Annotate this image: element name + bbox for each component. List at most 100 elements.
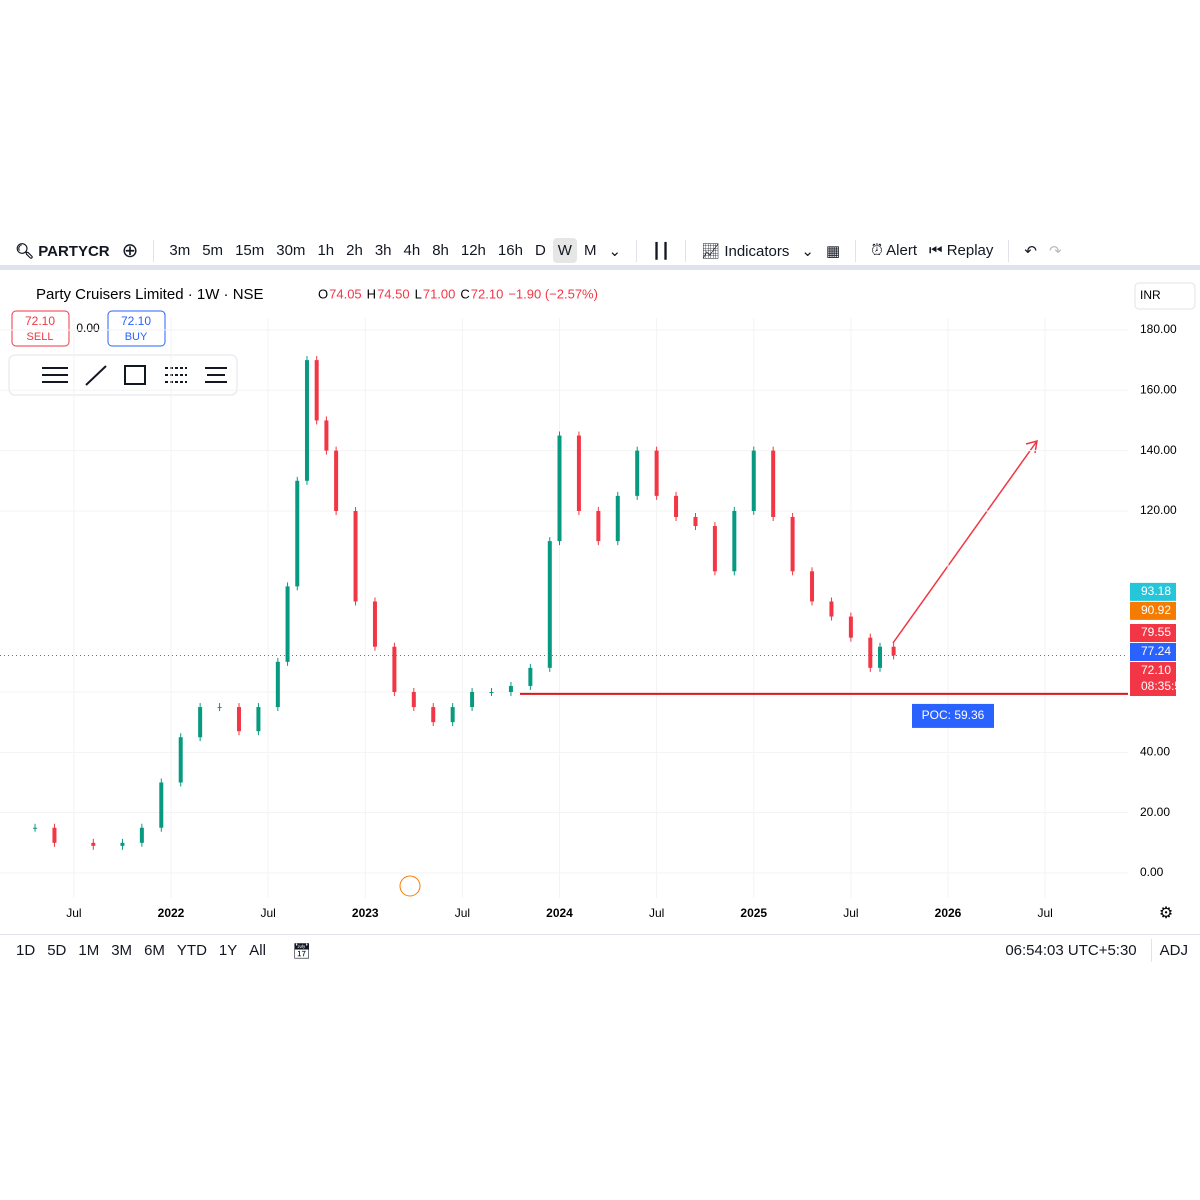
interval-button[interactable]: 4h [403, 242, 421, 259]
candle-body [217, 707, 222, 709]
x-tick-label: Jul [66, 906, 81, 920]
candle-body [829, 601, 834, 617]
date-range[interactable]: 📅︎ [291, 942, 311, 960]
candle-body [314, 360, 319, 421]
indicators-menu[interactable]: ⌄ [801, 242, 814, 260]
chart-type[interactable]: ┃┃ [652, 242, 671, 260]
symbol-search[interactable]: 🔍︎ PARTYCR [15, 242, 110, 260]
candle-body [810, 571, 815, 602]
templates[interactable]: ▦ [825, 242, 841, 260]
candle-body [450, 707, 455, 723]
interval-button[interactable]: 16h [497, 242, 523, 259]
interval-button[interactable]: 8h [432, 242, 449, 259]
candle-body [868, 637, 873, 668]
price-badge-label: 79.55 [1141, 625, 1171, 639]
currency-select[interactable] [1134, 282, 1196, 310]
candle-body [198, 707, 203, 738]
range-button[interactable]: 6M [144, 942, 165, 959]
sell-label: SELL [27, 331, 54, 343]
candle-body [732, 510, 737, 572]
lines-tool[interactable] [42, 367, 68, 383]
candle-body [635, 450, 640, 496]
alert-button[interactable]: ⏰︎ Alert [871, 242, 918, 259]
candle-body [557, 435, 562, 542]
candle-body [324, 420, 329, 451]
candle-body [392, 646, 397, 692]
candle-body [411, 691, 416, 708]
clock: 06:54:03 UTC+5:30 [1005, 942, 1137, 959]
range-button[interactable]: 5D [47, 942, 67, 959]
candle-body [295, 480, 300, 587]
undo[interactable]: ↶ [1024, 242, 1037, 260]
x-tick-label: 2023 [352, 906, 379, 920]
interval-button[interactable]: 3m [169, 242, 191, 259]
interval-button[interactable]: 15m [235, 242, 265, 259]
settings-icon[interactable]: ⚙ [1159, 905, 1173, 922]
event-marker[interactable] [399, 875, 421, 897]
candle-body [547, 541, 552, 668]
y-tick-label: 120.00 [1140, 503, 1177, 517]
alert-label: Alert [886, 242, 918, 259]
candle-body [52, 827, 57, 843]
symbol: PARTYCR [38, 242, 110, 260]
candle-body [790, 516, 795, 572]
range-button[interactable]: 1M [78, 942, 100, 959]
range-button[interactable]: YTD [176, 942, 207, 959]
adj-toggle[interactable]: ADJ [1150, 939, 1192, 962]
range-button[interactable]: All [249, 942, 266, 959]
range-button[interactable]: 1D [16, 942, 36, 959]
candle-body [470, 691, 475, 708]
x-tick-label: 2024 [546, 906, 573, 920]
replay-button[interactable]: ⏮ Replay [929, 242, 994, 259]
indicators-label: Indicators [724, 242, 790, 260]
bottom-toolbar: 1D 5D 1M 3M 6M YTD 1Y All 📅︎ 06:54:03 UTC+5:30 … [0, 934, 1200, 966]
candle-body [431, 707, 436, 723]
interval-button[interactable]: M [583, 242, 597, 259]
interval-button[interactable]: 1h [317, 242, 335, 259]
ohlc-value: 74.05 [329, 286, 362, 301]
indicators-button[interactable]: 📈︎ Indicators [701, 242, 790, 260]
redo[interactable]: ↷ [1048, 242, 1062, 260]
price-badge-label: 90.92 [1141, 603, 1171, 617]
range-button[interactable]: 3M [111, 942, 133, 959]
interval-button[interactable]: D [534, 242, 546, 259]
y-tick-label: 20.00 [1140, 805, 1170, 819]
projection-tool[interactable] [205, 367, 227, 383]
ohlc-key: O [318, 286, 328, 301]
interval-button[interactable]: 5m [202, 242, 224, 259]
ohlc-legend: O 74.05 H 74.50 L 71.00 C 72.10 −1.90 (−2.57%) [318, 286, 598, 301]
countdown: 08:35:55 [1141, 679, 1188, 693]
candle-body [275, 661, 280, 708]
top-toolbar: 🔍︎ PARTYCR ⊕ 3m 5m 15m 30m 1h 2h 3h 4h 8h 12h 16h D… [0, 236, 1200, 270]
interval-menu[interactable]: ⌄ [608, 242, 622, 260]
compare-button[interactable]: ⊕ [121, 240, 139, 262]
interval-group: 3m 5m 15m 30m 1h 2h 3h 4h 8h 12h 16h D W M [164, 238, 601, 263]
fib-tool[interactable] [165, 367, 187, 383]
currency: INR [1140, 288, 1161, 302]
trend-tool[interactable] [85, 365, 107, 386]
range-button[interactable]: 1Y [218, 942, 238, 959]
sell-price: 72.10 [25, 314, 55, 328]
x-tick-label: Jul [649, 906, 664, 920]
buy-box[interactable] [107, 310, 166, 347]
candle-body [615, 495, 620, 542]
y-tick-label: 0.00 [1140, 865, 1164, 879]
interval-button[interactable]: 30m [276, 242, 306, 259]
chart: Party Cruisers Limited · 1W · NSE O 74.05… [0, 282, 1196, 922]
interval-button[interactable]: 12h [460, 242, 486, 259]
toolbar-panel [8, 354, 238, 396]
candle-body [91, 842, 96, 846]
interval-button[interactable]: W [552, 238, 577, 263]
rect-tool[interactable] [124, 365, 146, 385]
x-tick-label: 2025 [740, 906, 767, 920]
candle-body [596, 510, 601, 542]
ohlc-value: 71.00 [423, 286, 456, 301]
price-badge-label: 93.18 [1141, 584, 1171, 598]
candle-body [178, 737, 183, 783]
interval-button[interactable]: 2h [346, 242, 363, 259]
sell-box[interactable] [11, 310, 70, 347]
interval-button[interactable]: 3h [374, 242, 392, 259]
price-badge [1130, 642, 1176, 661]
separator [1008, 239, 1010, 262]
